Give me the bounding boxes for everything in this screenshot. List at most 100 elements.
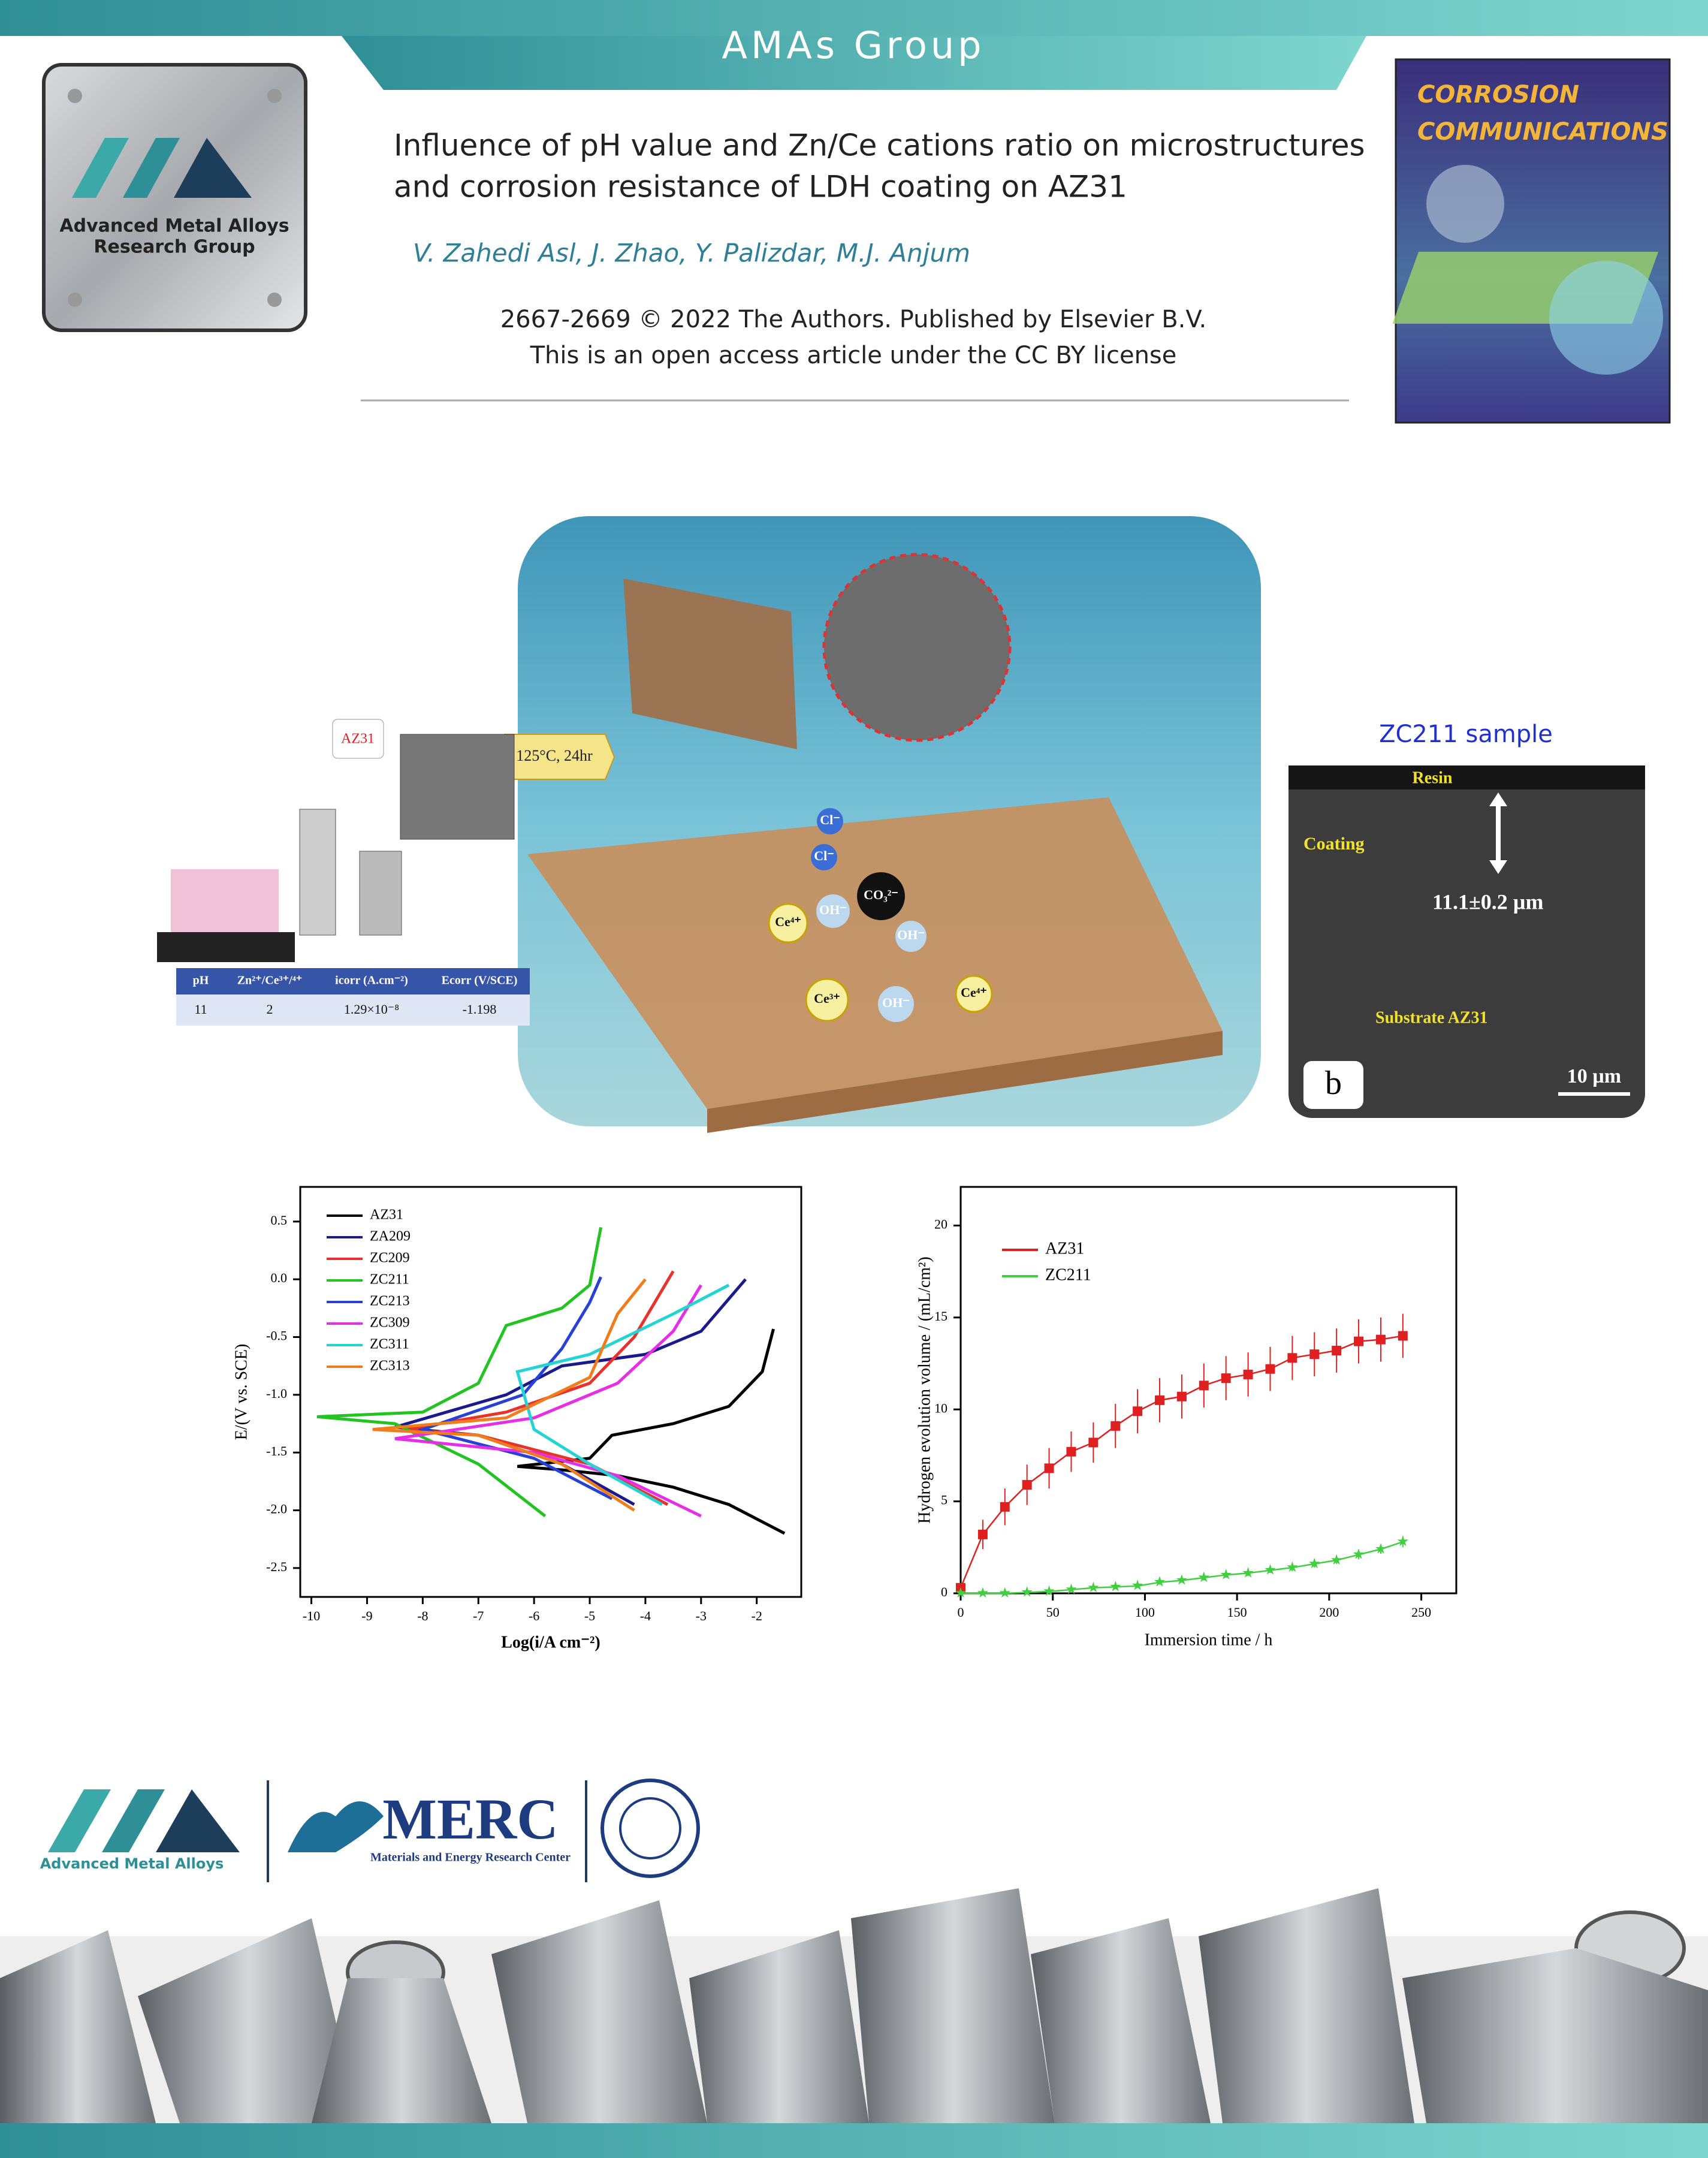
authors: V. Zahedi Asl, J. Zhao, Y. Palizdar, M.J… [413, 239, 970, 268]
point [1133, 1406, 1143, 1416]
point: ★ [1374, 1540, 1387, 1557]
point [1221, 1373, 1231, 1384]
legend-label: ZC311 [370, 1337, 409, 1352]
merc-sub: Materials and Energy Research Center [370, 1851, 571, 1864]
point: ★ [1131, 1577, 1144, 1594]
point: ★ [1308, 1555, 1321, 1572]
charts: -10 -9 -8 -7 -6 -5 -4 -3 -2 0.5 0.0 -0.5 -1.0 -1.5 -2.… [232, 1186, 1457, 1651]
graphical-abstract [157, 516, 1261, 1133]
citation: This is an open access article under the… [530, 342, 1177, 369]
y-axis-label: E/(V vs. SCE) [232, 1344, 251, 1440]
point [1155, 1395, 1165, 1405]
x-tick-label: -2 [752, 1608, 762, 1623]
results-table: pH Zn²⁺/Ce³⁺/⁴⁺ icorr (A.cm⁻²) Ecorr (V/SCE… [193, 974, 518, 1017]
ion-label: Ce⁴⁺ [775, 914, 801, 929]
point: ★ [1352, 1546, 1365, 1563]
logo-text: Advanced Metal Alloys [59, 216, 289, 237]
journal-cover: CORROSION COMMUNICATIONS [1392, 58, 1671, 424]
point [1000, 1502, 1010, 1512]
plot-frame [299, 1186, 802, 1598]
table-header: icorr (A.cm⁻²) [335, 974, 408, 987]
point: ★ [1264, 1562, 1277, 1578]
header-band: AMAs Group [0, 0, 1708, 90]
x-tick-label: -8 [417, 1608, 428, 1623]
sem-label: Resin [1413, 768, 1453, 787]
point: ★ [1087, 1579, 1100, 1596]
point [1375, 1334, 1386, 1345]
sem-label: Coating [1303, 834, 1365, 854]
citation: 2667-2669 © 2022 The Authors. Published … [500, 306, 1207, 333]
x-tick-label: -5 [584, 1608, 595, 1623]
y-axis-label: Hydrogen evolution volume / (mL/cm²) [915, 1256, 934, 1523]
sem-panel: b [1325, 1065, 1342, 1102]
point [1354, 1336, 1364, 1346]
y-tick-label: 15 [934, 1309, 947, 1324]
point [1287, 1353, 1297, 1363]
legend-label: ZC213 [370, 1294, 410, 1309]
y-tick-label: 5 [941, 1493, 947, 1508]
logo-text: Research Group [93, 237, 255, 258]
banner: AMAs Group [722, 23, 985, 67]
table-header: pH [193, 974, 209, 987]
legend-label: ZC211 [1045, 1265, 1091, 1284]
point: ★ [998, 1584, 1012, 1601]
sem-scale: 10 µm [1567, 1065, 1621, 1087]
y-tick-label: 0.5 [271, 1213, 288, 1228]
point: ★ [1197, 1569, 1211, 1586]
ion-label: OH⁻ [819, 902, 847, 917]
point: ★ [1396, 1533, 1410, 1550]
y-tick-label: -1.0 [266, 1386, 287, 1401]
cover-title: COMMUNICATIONS [1417, 118, 1668, 146]
point [1332, 1346, 1342, 1356]
point: ★ [1242, 1564, 1255, 1581]
x-tick-label: 0 [958, 1605, 964, 1620]
x-tick-label: 200 [1319, 1605, 1339, 1620]
point [1110, 1421, 1121, 1431]
table-header: Zn²⁺/Ce³⁺/⁴⁺ [237, 974, 303, 987]
sem-label: Substrate AZ31 [1375, 1008, 1487, 1027]
table-header: Ecorr (V/SCE) [442, 974, 518, 987]
x-tick-label: -10 [303, 1608, 320, 1623]
x-axis-label: Log(i/A cm⁻²) [501, 1633, 600, 1651]
footer-band [0, 2123, 1708, 2158]
legend-label: ZC309 [370, 1315, 410, 1331]
x-tick-label: 250 [1411, 1605, 1431, 1620]
x-tick-label: -3 [696, 1608, 707, 1623]
point [1265, 1364, 1275, 1374]
ion-label: CO₃²⁻ [864, 887, 898, 902]
point: ★ [1109, 1578, 1122, 1595]
ion-label: Ce⁴⁺ [961, 985, 987, 1000]
legend-label: ZC209 [370, 1250, 410, 1266]
sem-image [1288, 765, 1645, 1118]
legend-label: ZC313 [370, 1358, 410, 1374]
point: ★ [1153, 1574, 1166, 1590]
legend-label: AZ31 [370, 1207, 403, 1223]
point [1243, 1369, 1253, 1379]
ion-label: OH⁻ [897, 927, 925, 942]
x-axis-label: Immersion time / h [1145, 1630, 1273, 1649]
oven-label: 125°C, 24hr [516, 747, 593, 764]
sem-caption: ZC211 sample [1379, 721, 1553, 748]
point: ★ [1043, 1583, 1056, 1599]
point [1022, 1479, 1032, 1490]
point [1176, 1391, 1187, 1402]
point [1088, 1437, 1099, 1448]
point [1044, 1463, 1054, 1473]
y-tick-label: 0.0 [271, 1270, 288, 1285]
ion-label: Cl⁻ [814, 848, 834, 863]
x-tick-label: -4 [640, 1608, 651, 1623]
point [977, 1529, 988, 1539]
vessel-label: AZ31 [341, 731, 375, 747]
point: ★ [1065, 1581, 1078, 1598]
point: ★ [1220, 1566, 1233, 1583]
legend-label: AZ31 [1045, 1239, 1084, 1258]
series-line [372, 1278, 647, 1512]
x-tick-label: -6 [529, 1608, 539, 1623]
sem-label: 11.1±0.2 µm [1432, 890, 1544, 914]
point [1066, 1446, 1076, 1457]
legend-label: ZC211 [370, 1272, 409, 1288]
point: ★ [976, 1584, 989, 1601]
x-tick-label: 100 [1135, 1605, 1155, 1620]
x-tick-label: -7 [473, 1608, 484, 1623]
